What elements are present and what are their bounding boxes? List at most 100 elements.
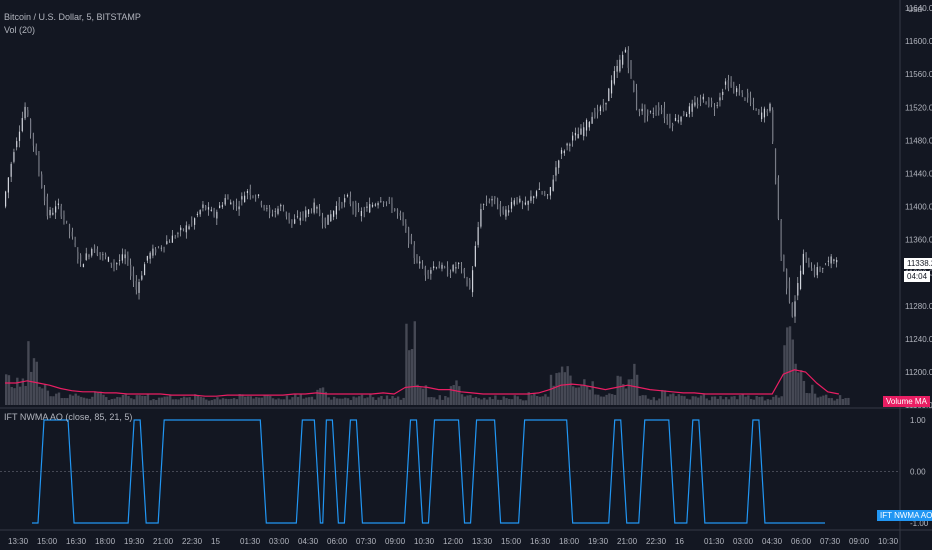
volume-bar — [619, 376, 622, 405]
candle-body — [168, 241, 171, 243]
volume-bar — [313, 399, 316, 405]
volume-bar — [427, 397, 430, 405]
candle-body — [307, 209, 310, 214]
candle-body — [321, 217, 324, 223]
volume-bar — [505, 398, 508, 405]
volume-bar — [118, 397, 122, 405]
candle-body — [527, 200, 529, 205]
volume-bar — [269, 395, 272, 405]
candle-body — [708, 97, 710, 107]
candle-body — [694, 102, 696, 106]
candle-body — [766, 110, 768, 113]
candle-body — [105, 254, 107, 258]
volume-bar — [174, 399, 177, 405]
candle-body — [483, 204, 485, 205]
volume-bar — [541, 396, 544, 405]
candle-body — [455, 267, 457, 269]
time-tick-label: 04:30 — [298, 537, 319, 546]
candle-body — [344, 198, 346, 203]
volume-indicator-label[interactable]: Vol (20) — [4, 25, 36, 35]
candle-body — [360, 211, 362, 217]
volume-bar — [66, 398, 69, 405]
candle-body — [80, 254, 82, 262]
volume-bar — [168, 395, 172, 405]
candle-body — [788, 281, 791, 303]
volume-bar — [644, 395, 647, 405]
volume-bar — [316, 389, 319, 405]
candle-body — [513, 200, 515, 205]
candle-body — [574, 132, 577, 136]
volume-bar — [185, 397, 189, 405]
volume-bar — [705, 398, 708, 405]
candle-body — [199, 210, 201, 215]
time-tick-label: 12:00 — [443, 537, 464, 546]
volume-bar — [513, 395, 517, 405]
volume-bar — [246, 396, 250, 405]
volume-bar — [305, 397, 308, 405]
volume-bar — [444, 396, 447, 405]
volume-bar — [10, 387, 13, 405]
time-tick-label: 18:00 — [95, 537, 116, 546]
candle-body — [194, 218, 196, 225]
volume-bar — [338, 398, 341, 405]
volume-bar — [719, 396, 722, 405]
volume-bar — [527, 392, 530, 405]
price-tick-label: 11440.00 — [905, 169, 932, 178]
volume-bar — [18, 386, 22, 405]
volume-ma-badge: Volume MA — [883, 396, 930, 407]
volume-bar — [433, 397, 436, 405]
price-tick-label: 11560.00 — [905, 70, 932, 79]
candle-body — [491, 198, 493, 201]
volume-bar — [552, 385, 555, 405]
time-tick-label: 03:00 — [269, 537, 290, 546]
candle-body — [697, 103, 699, 106]
volume-bar — [160, 397, 164, 405]
volume-bar — [91, 396, 94, 405]
volume-bar — [77, 395, 80, 405]
candle-body — [663, 108, 665, 119]
volume-bar — [833, 400, 836, 405]
candle-body — [563, 150, 565, 154]
volume-bar — [227, 399, 230, 405]
volume-bar — [107, 400, 111, 405]
candle-body — [555, 167, 557, 176]
volume-bar — [383, 399, 386, 405]
candle-body — [727, 80, 729, 89]
time-tick-label: 21:00 — [153, 537, 174, 546]
oscillator-indicator-label[interactable]: IFT NWMA AO (close, 85, 21, 5) — [4, 412, 133, 422]
volume-bar — [296, 397, 300, 405]
candle-body — [238, 206, 240, 210]
candle-body — [752, 102, 754, 104]
volume-bar — [655, 400, 658, 405]
volume-bar — [774, 395, 778, 405]
price-tick-label: 11520.00 — [905, 103, 932, 112]
candle-body — [216, 211, 218, 219]
candle-body — [633, 81, 635, 92]
countdown-badge: 04:04 — [904, 271, 931, 282]
candle-body — [774, 148, 777, 185]
volume-bar — [196, 395, 200, 405]
candle-body — [330, 214, 332, 222]
volume-bar — [836, 398, 839, 405]
candle-body — [43, 189, 46, 202]
volume-bar — [722, 399, 725, 405]
candle-body — [305, 210, 307, 218]
candle-body — [552, 179, 554, 191]
volume-bar — [399, 399, 403, 405]
volume-bar — [157, 397, 161, 405]
volume-bar — [52, 396, 55, 405]
candle-body — [496, 198, 499, 210]
candle-body — [110, 262, 112, 264]
candle-body — [616, 65, 618, 72]
volume-bar — [385, 395, 389, 405]
volume-bar — [221, 398, 225, 405]
candle-body — [288, 212, 290, 221]
volume-bar — [466, 395, 469, 405]
candle-body — [649, 111, 652, 113]
volume-bar — [149, 400, 152, 405]
candle-body — [549, 187, 552, 196]
volume-bar — [602, 396, 605, 405]
candle-body — [402, 218, 404, 221]
candle-body — [652, 113, 654, 114]
